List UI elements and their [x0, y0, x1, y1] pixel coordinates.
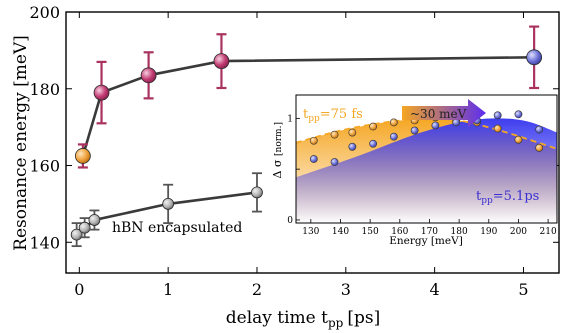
inset-point-orange: [309, 136, 318, 145]
shift-arrow: ~30 meV: [402, 99, 486, 127]
inset-label-short-value: =75 fs: [320, 107, 363, 122]
inset-point-orange: [369, 122, 378, 131]
main-y-axis-label: Resonance energy [meV]: [11, 35, 31, 251]
main-y-tick-label: 180: [29, 80, 60, 99]
inset-y-tick-label: 1: [287, 114, 293, 124]
main-x-tick-label: 4: [430, 280, 440, 299]
inset-point-blue: [431, 121, 440, 130]
inset-point-blue: [330, 158, 339, 166]
inset-x-tick-label: 200: [510, 227, 527, 237]
shift-arrow-label: ~30 meV: [410, 107, 467, 121]
inset-label-long-sub: pp: [481, 196, 493, 206]
inset-point-blue: [535, 125, 544, 134]
inset-y-axis-label-unit: [norm.]: [274, 122, 284, 156]
inset-label-short-main: t: [303, 107, 309, 122]
main-data-point: [251, 172, 263, 213]
main-point-marker: [70, 228, 83, 241]
inset-point-blue: [309, 155, 318, 163]
inset-chart: 130 140 150 160 170 180 190 200 210 0 1 Energy [me…: [271, 94, 558, 247]
inset-point-orange: [348, 128, 357, 137]
main-x-axis-label-unit: [ps]: [347, 308, 380, 328]
main-x-axis-label-sub: pp: [328, 316, 344, 330]
inset-x-tick-label: 160: [391, 227, 408, 237]
main-x-tick-label: 5: [518, 280, 528, 299]
inset-point-orange: [514, 135, 523, 144]
inset-x-tick-label: 190: [480, 227, 497, 237]
inset-x-tick-label: 130: [302, 227, 319, 237]
main-point-marker: [88, 214, 101, 226]
main-x-axis-label: delay time tpp [ps]: [226, 308, 380, 330]
main-point-marker: [213, 53, 230, 70]
inset-y-axis-label: Δ σ [norm.]: [271, 122, 284, 178]
inset-x-tick-label: 140: [332, 227, 349, 237]
main-data-point: [70, 222, 83, 248]
inset-point-blue: [389, 132, 398, 141]
main-data-point: [213, 33, 230, 90]
inset-label-long-delay: tpp=5.1ps: [476, 189, 539, 206]
inset-y-axis-label-main: Δ σ: [271, 159, 284, 178]
main-data-point: [140, 51, 157, 100]
main-data-point: [162, 183, 175, 225]
main-x-axis-label-main: delay time t: [226, 308, 328, 328]
inset-x-tick-label: 180: [451, 227, 468, 237]
inset-point-blue: [514, 110, 523, 119]
inset-x-tick-label: 150: [362, 227, 379, 237]
main-point-marker: [93, 84, 110, 101]
main-x-tick-label: 0: [74, 280, 84, 299]
inset-fit-short-delay: [296, 117, 557, 150]
main-plot-frame: [65, 11, 560, 274]
main-data-point: [74, 143, 91, 169]
main-point-marker: [162, 198, 175, 210]
main-point-marker: [251, 186, 263, 199]
inset-x-axis-label: Energy [meV]: [389, 235, 463, 247]
inset-point-orange: [389, 118, 398, 127]
main-data-point: [93, 60, 110, 125]
inset-label-long-main: t: [476, 189, 482, 204]
main-data-point: [526, 25, 543, 90]
main-x-tick-label: 2: [252, 280, 262, 299]
inset-label-long-value: =5.1ps: [493, 189, 540, 204]
main-data-point: [78, 217, 91, 239]
inset-point-blue: [348, 142, 357, 151]
inset-point-orange: [535, 143, 544, 152]
main-point-marker: [526, 49, 543, 66]
main-y-tick-label: 140: [29, 233, 60, 252]
inset-plot-frame: [295, 94, 558, 224]
inset-label-short-delay: tpp=75 fs: [303, 107, 363, 124]
main-chart: 0 1 2 3 4 5 140 160 180 200 hBN encapsulated Reso…: [11, 3, 560, 330]
inset-label-short-sub: pp: [308, 114, 320, 124]
hbn-annotation: hBN encapsulated: [112, 220, 242, 236]
main-point-marker: [140, 67, 157, 84]
main-point-marker: [74, 148, 91, 164]
shift-arrow-icon: [402, 99, 486, 127]
inset-point-orange: [330, 130, 339, 139]
main-x-tick-label: 3: [341, 280, 351, 299]
inset-point-blue: [493, 111, 502, 120]
main-point-marker: [78, 221, 91, 234]
main-y-tick-label: 160: [29, 157, 60, 176]
inset-fill-long-delay: [296, 118, 557, 223]
inset-x-tick-label: 210: [540, 227, 557, 237]
inset-point-blue: [410, 126, 419, 135]
inset-point-blue: [369, 139, 378, 148]
main-y-tick-label: 200: [29, 3, 60, 22]
main-data-point: [88, 209, 101, 231]
main-x-tick-label: 1: [163, 280, 173, 299]
inset-point-orange: [493, 124, 502, 133]
inset-y-tick-label: 0: [287, 216, 293, 226]
inset-x-tick-label: 170: [421, 227, 438, 237]
